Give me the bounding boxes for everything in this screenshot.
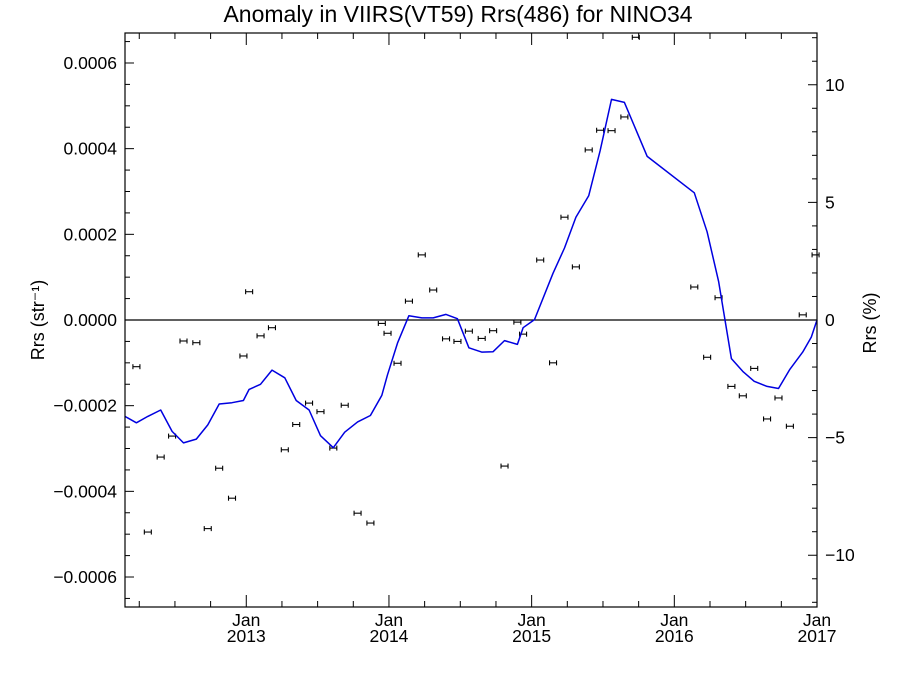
error-bar-point xyxy=(143,529,152,535)
error-bar-point xyxy=(607,128,616,134)
error-bar-point xyxy=(738,393,747,399)
right-tick-label: 5 xyxy=(825,192,835,212)
error-bar-point xyxy=(536,257,545,263)
error-bar-point xyxy=(267,325,277,331)
error-bar-point xyxy=(179,338,188,344)
left-tick-label: −0.0004 xyxy=(53,481,117,501)
error-bar-points xyxy=(132,34,820,535)
axis-ticks: −0.0006 −0.0004 −0.0002 0.0000 0.0002 0.0004 0… xyxy=(53,33,855,646)
error-bar-point xyxy=(690,284,699,290)
error-bar-point xyxy=(453,338,462,344)
error-bar-point xyxy=(750,365,759,371)
x-tick-year: 2013 xyxy=(227,626,266,646)
right-tick-label: 0 xyxy=(825,310,835,330)
error-bar-point xyxy=(620,114,629,120)
error-bar-point xyxy=(489,328,498,334)
error-bar-point xyxy=(393,360,402,366)
error-bar-point xyxy=(571,264,580,270)
error-bar-point xyxy=(404,298,413,304)
right-tick-label: −5 xyxy=(825,428,845,448)
right-tick-label: 10 xyxy=(825,75,845,95)
plot-frame xyxy=(124,32,818,608)
error-bar-point xyxy=(132,364,141,370)
error-bar-point xyxy=(798,312,807,318)
error-bar-point xyxy=(256,333,265,339)
left-tick-label: 0.0006 xyxy=(63,53,117,73)
error-bar-point xyxy=(417,252,426,258)
error-bar-point xyxy=(366,520,375,526)
right-axis-label: Rrs (%) xyxy=(860,293,880,354)
error-bar-point xyxy=(292,422,301,428)
anomaly-line xyxy=(124,98,818,449)
x-tick-month: Jan xyxy=(375,610,403,630)
x-tick-month: Jan xyxy=(660,610,688,630)
x-tick-month: Jan xyxy=(232,610,260,630)
error-bar-point xyxy=(477,335,486,341)
error-bar-point xyxy=(811,252,820,258)
error-bar-point xyxy=(548,360,558,366)
error-bar-point xyxy=(245,289,254,295)
error-bar-point xyxy=(239,353,248,359)
error-bar-point xyxy=(280,447,289,453)
left-tick-label: −0.0002 xyxy=(53,396,117,416)
line-series xyxy=(124,98,818,449)
error-bar-point xyxy=(513,319,522,325)
error-bar-point xyxy=(500,463,509,469)
x-tick-year: 2014 xyxy=(369,626,408,646)
left-tick-label: −0.0006 xyxy=(53,567,117,587)
x-tick-month: Jan xyxy=(518,610,546,630)
error-bar-point xyxy=(631,34,640,40)
error-bar-point xyxy=(774,395,783,401)
x-tick-month: Jan xyxy=(803,610,831,630)
error-bar-point xyxy=(727,383,736,389)
error-bar-point xyxy=(316,409,325,415)
error-bar-point xyxy=(192,340,201,346)
right-tick-label: −10 xyxy=(825,545,855,565)
error-bar-point xyxy=(429,287,438,293)
left-tick-label: 0.0002 xyxy=(63,224,117,244)
error-bar-point xyxy=(156,454,165,460)
error-bar-point xyxy=(227,495,237,501)
error-bar-point xyxy=(377,320,386,326)
error-bar-point xyxy=(383,330,392,336)
error-bar-point xyxy=(785,423,794,429)
error-bar-point xyxy=(353,510,362,516)
left-tick-label: 0.0004 xyxy=(63,139,117,159)
error-bar-point xyxy=(560,214,569,220)
error-bar-point xyxy=(305,400,314,406)
x-tick-year: 2016 xyxy=(655,626,694,646)
error-bar-point xyxy=(203,526,212,532)
error-bar-point xyxy=(340,402,349,408)
error-bar-point xyxy=(584,147,593,153)
error-bar-point xyxy=(441,336,451,342)
left-axis-label: Rrs (str⁻¹) xyxy=(28,280,48,360)
error-bar-point xyxy=(763,416,772,422)
x-tick-year: 2015 xyxy=(512,626,551,646)
left-tick-label: 0.0000 xyxy=(63,310,117,330)
x-tick-year: 2017 xyxy=(798,626,837,646)
error-bar-point xyxy=(703,354,712,360)
chart-title: Anomaly in VIIRS(VT59) Rrs(486) for NINO… xyxy=(223,1,692,27)
error-bar-point xyxy=(215,465,224,471)
error-bar-point xyxy=(464,328,473,334)
